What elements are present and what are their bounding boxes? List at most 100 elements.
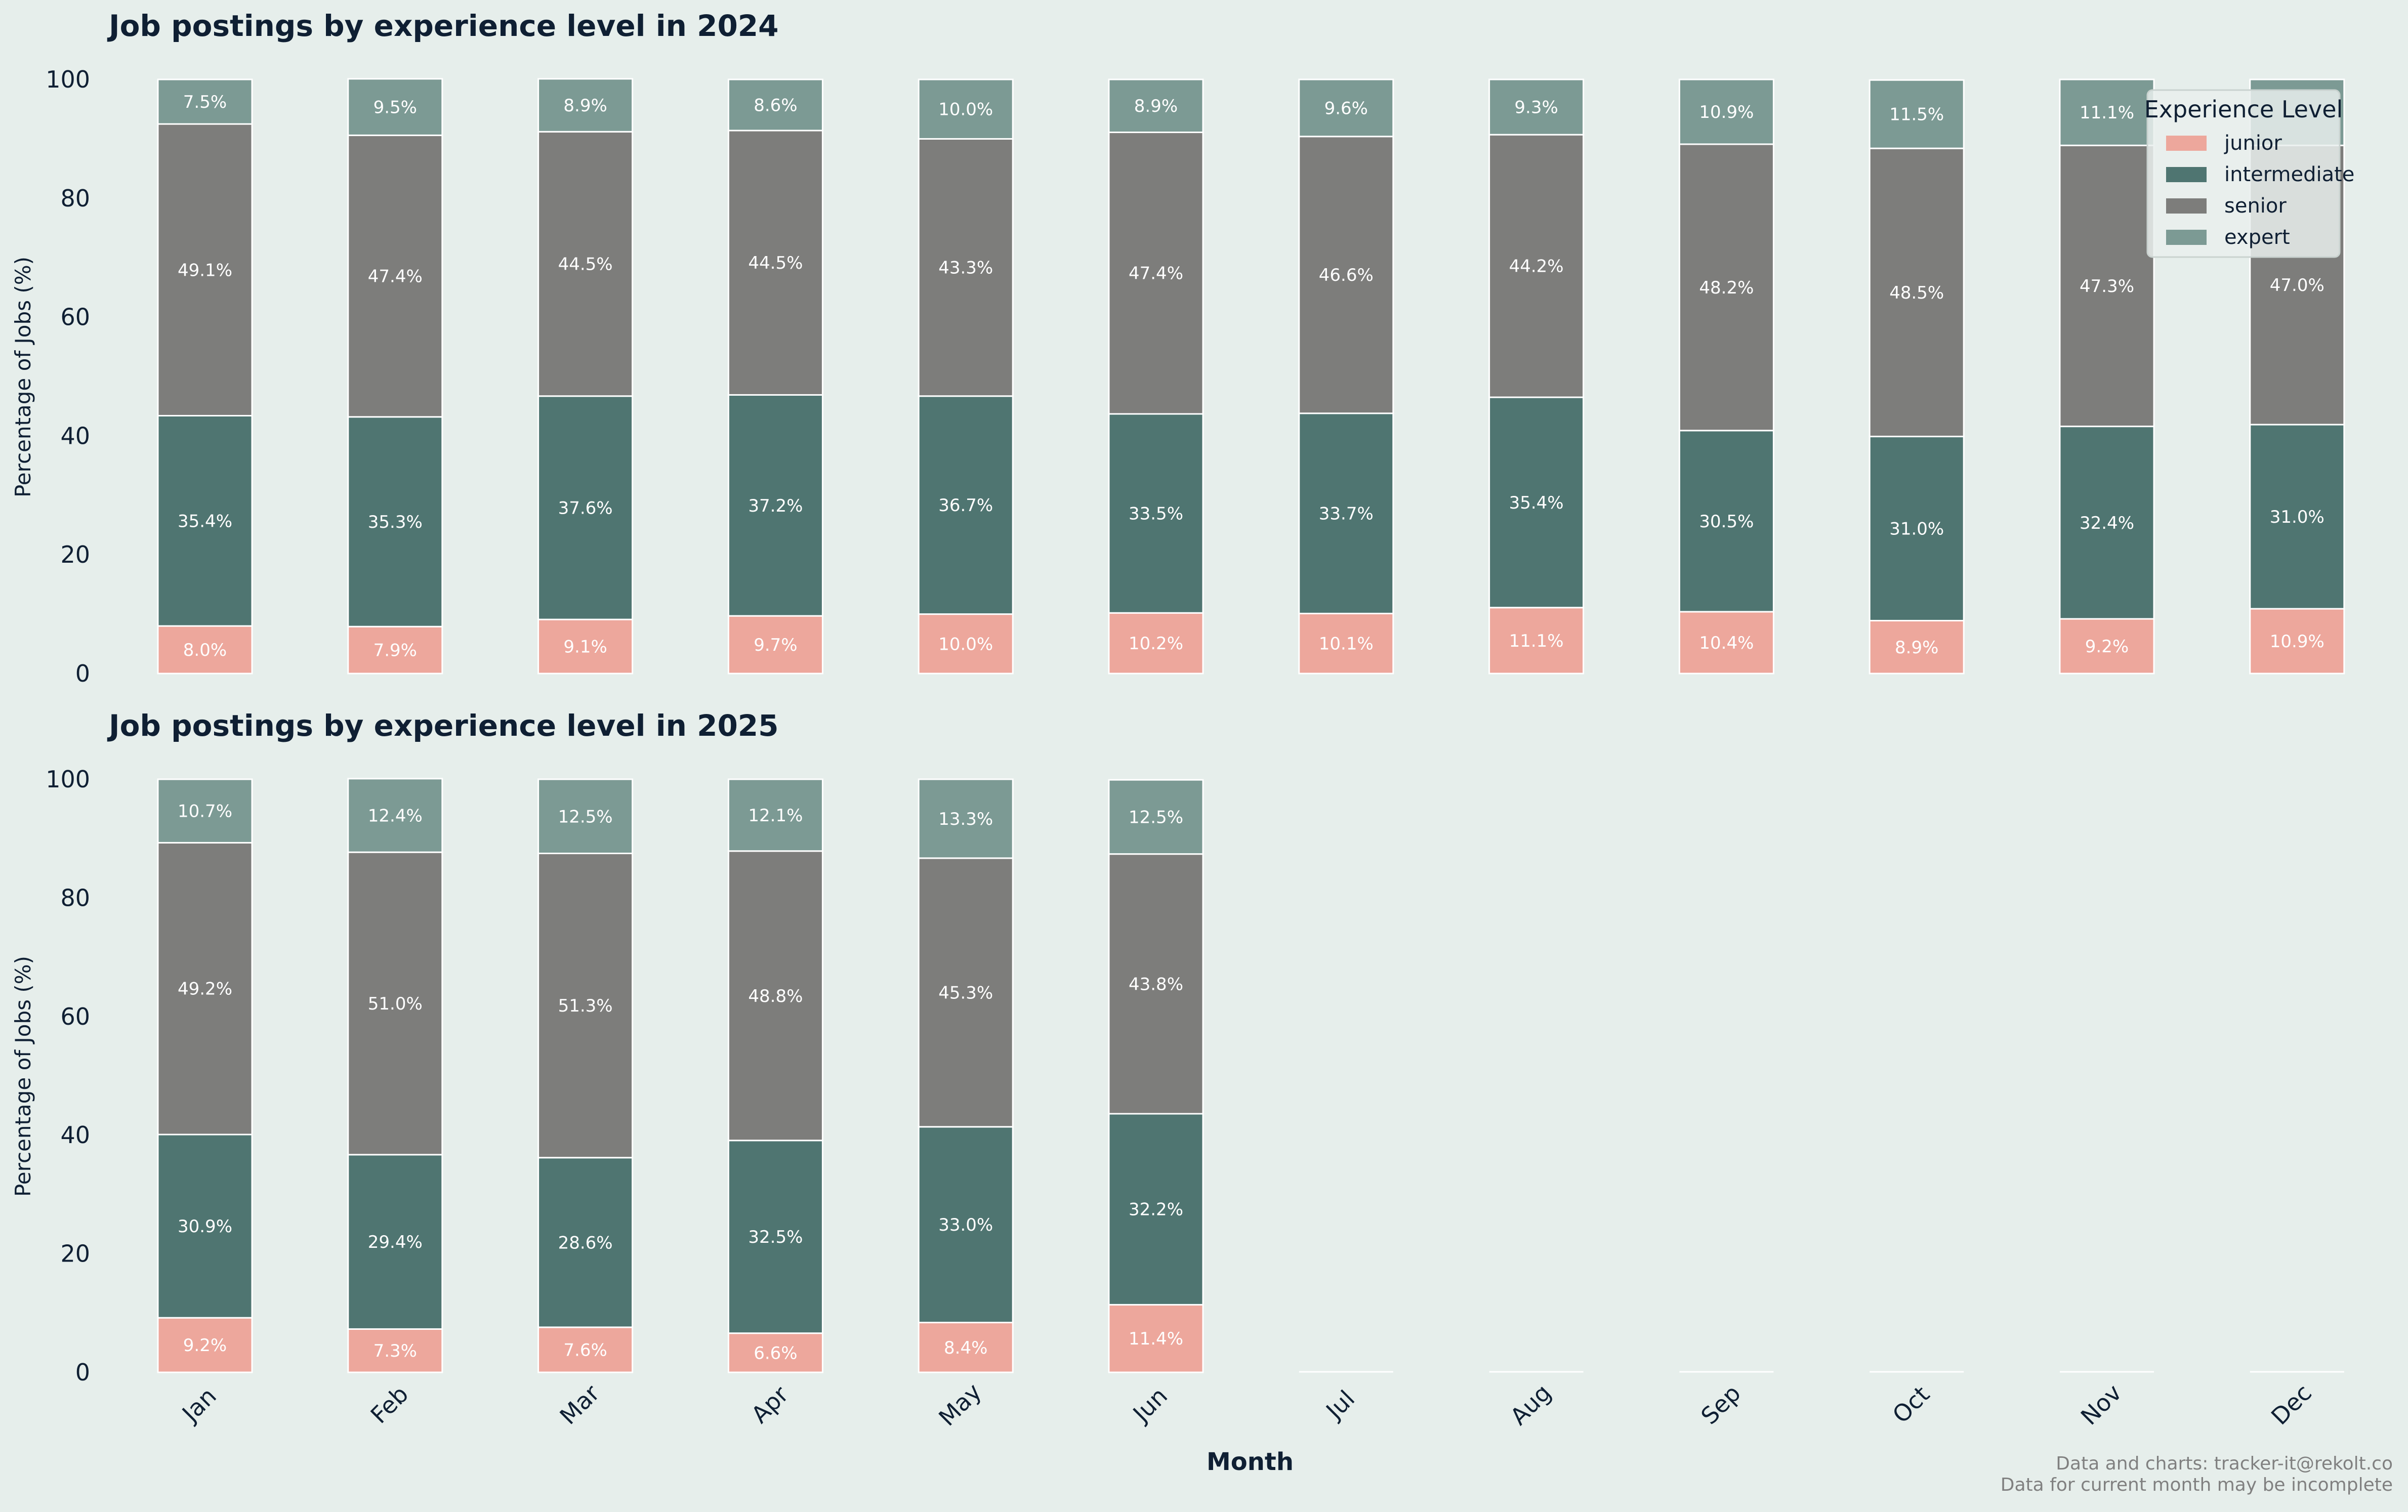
data-label-2024-jun-junior: 10.2%: [1129, 634, 1183, 654]
data-label-2024-jan-junior: 8.0%: [183, 640, 227, 660]
bar-2024-feb-expert: [347, 78, 443, 136]
bar-2024-jan-expert: [157, 78, 253, 125]
data-label-2024-jul-senior: 46.6%: [1319, 265, 1374, 285]
data-label-2024-feb-intermediate: 35.3%: [368, 512, 423, 532]
data-label-2025-feb-junior: 7.3%: [373, 1341, 417, 1361]
legend-swatch-junior: [2166, 136, 2207, 151]
data-label-2025-jan-expert: 10.7%: [178, 802, 232, 822]
data-label-2025-jun-intermediate: 32.2%: [1129, 1200, 1183, 1220]
data-label-2025-jan-junior: 9.2%: [183, 1335, 227, 1356]
bar-2024-mar-expert: [537, 78, 634, 133]
chart-title-2024: Job postings by experience level in 2024: [107, 9, 779, 43]
bar-2024-nov-senior: [2059, 144, 2155, 428]
data-label-2025-mar-intermediate: 28.6%: [558, 1233, 613, 1253]
bar-2025-apr-junior: [727, 1332, 823, 1373]
y-tick-label-2024-80: 80: [60, 185, 90, 212]
bar-2024-jun-junior: [1108, 612, 1204, 675]
data-label-2024-nov-senior: 47.3%: [2080, 276, 2134, 297]
y-tick-label-2024-60: 60: [60, 304, 90, 331]
data-label-2024-may-expert: 10.0%: [938, 100, 993, 120]
bar-2024-may-expert: [918, 78, 1014, 140]
data-label-2025-jan-senior: 49.2%: [178, 979, 232, 999]
data-label-2025-jan-intermediate: 30.9%: [178, 1216, 232, 1237]
bar-2025-jun-junior: [1108, 1304, 1204, 1373]
data-label-2024-jun-expert: 8.9%: [1134, 96, 1178, 116]
bar-2025-apr-senior: [727, 850, 823, 1142]
data-label-2024-nov-intermediate: 32.4%: [2080, 513, 2134, 533]
legend-label-intermediate: intermediate: [2224, 163, 2354, 186]
y-tick-label-2025-100: 100: [46, 766, 90, 793]
bar-2025-may-junior: [918, 1322, 1014, 1373]
data-label-2024-aug-intermediate: 35.4%: [1509, 493, 1564, 513]
data-label-2024-oct-senior: 48.5%: [1889, 283, 1944, 303]
bar-2024-aug-intermediate: [1488, 396, 1585, 609]
bar-2025-jan-senior: [157, 842, 253, 1136]
legend-label-junior: junior: [2224, 132, 2282, 155]
data-label-2024-aug-junior: 11.1%: [1509, 631, 1564, 651]
y-axis-label-2025: Percentage of Jobs (%): [11, 956, 35, 1197]
bar-2025-mar-intermediate: [537, 1157, 634, 1328]
data-label-2024-mar-expert: 8.9%: [563, 96, 607, 116]
bar-2024-oct-senior: [1869, 147, 1965, 438]
data-label-2024-sep-senior: 48.2%: [1699, 278, 1754, 298]
legend-label-senior: senior: [2224, 194, 2287, 218]
bar-2024-sep-senior: [1678, 143, 1774, 432]
y-tick-label-2024-100: 100: [46, 66, 90, 93]
bar-2025-feb-intermediate: [347, 1154, 443, 1330]
bar-2024-feb-senior: [347, 134, 443, 418]
bar-2024-oct-expert: [1869, 79, 1965, 149]
bar-2024-jun-expert: [1108, 78, 1204, 133]
data-label-2025-feb-senior: 51.0%: [368, 994, 423, 1014]
data-label-2025-may-junior: 8.4%: [944, 1338, 987, 1358]
y-tick-label-2025-60: 60: [60, 1003, 90, 1030]
data-label-2024-oct-expert: 11.5%: [1889, 105, 1944, 125]
legend-title: Experience Level: [2144, 96, 2343, 123]
y-axis-label-2024: Percentage of Jobs (%): [11, 257, 35, 497]
y-tick-label-2025-20: 20: [60, 1240, 90, 1268]
bar-2024-sep-junior: [1678, 611, 1774, 675]
bar-2024-jul-senior: [1298, 136, 1394, 414]
bar-2024-aug-expert: [1488, 78, 1585, 136]
data-label-2024-mar-intermediate: 37.6%: [558, 498, 613, 518]
data-label-2024-may-intermediate: 36.7%: [938, 495, 993, 516]
data-label-2024-jun-senior: 47.4%: [1129, 264, 1183, 284]
bar-2024-jul-junior: [1298, 612, 1394, 675]
bar-2024-aug-senior: [1488, 134, 1585, 398]
bar-2025-feb-senior: [347, 851, 443, 1156]
bar-2024-apr-senior: [727, 130, 823, 396]
bar-2025-mar-junior: [537, 1326, 634, 1373]
bar-2025-may-expert: [918, 778, 1014, 859]
bar-2024-mar-senior: [537, 131, 634, 397]
data-label-2024-dec-intermediate: 31.0%: [2270, 507, 2324, 527]
legend-label-expert: expert: [2224, 226, 2290, 249]
data-label-2024-jan-expert: 7.5%: [183, 92, 227, 112]
legend-swatch-expert: [2166, 230, 2207, 245]
data-label-2024-mar-senior: 44.5%: [558, 255, 613, 275]
bar-2024-jan-senior: [157, 123, 253, 416]
data-label-2024-aug-expert: 9.3%: [1514, 98, 1558, 118]
y-tick-label-2024-20: 20: [60, 541, 90, 568]
bar-2025-feb-expert: [347, 778, 443, 853]
data-label-2024-may-senior: 43.3%: [938, 258, 993, 278]
bar-2024-feb-junior: [347, 625, 443, 675]
data-label-2024-dec-senior: 47.0%: [2270, 275, 2324, 296]
legend-swatch-senior: [2166, 198, 2207, 214]
bar-2025-jun-senior: [1108, 853, 1204, 1115]
legend-box: [2146, 89, 2341, 258]
data-label-2025-may-senior: 45.3%: [938, 983, 993, 1003]
bar-2025-mar-expert: [537, 778, 634, 854]
legend-swatch-intermediate: [2166, 167, 2207, 182]
bar-2025-apr-intermediate: [727, 1140, 823, 1334]
data-label-2024-jul-expert: 9.6%: [1324, 98, 1368, 118]
data-label-2024-jul-intermediate: 33.7%: [1319, 504, 1374, 524]
data-label-2025-mar-senior: 51.3%: [558, 996, 613, 1016]
data-label-2024-jan-senior: 49.1%: [178, 260, 232, 280]
bar-2025-feb-junior: [347, 1328, 443, 1373]
data-label-2024-dec-junior: 10.9%: [2270, 632, 2324, 652]
data-label-2024-apr-expert: 8.6%: [754, 95, 797, 115]
chart-title-2025: Job postings by experience level in 2025: [107, 708, 779, 743]
bar-2024-jan-intermediate: [157, 414, 253, 627]
data-label-2025-mar-expert: 12.5%: [558, 807, 613, 827]
bar-2025-jun-expert: [1108, 779, 1204, 855]
